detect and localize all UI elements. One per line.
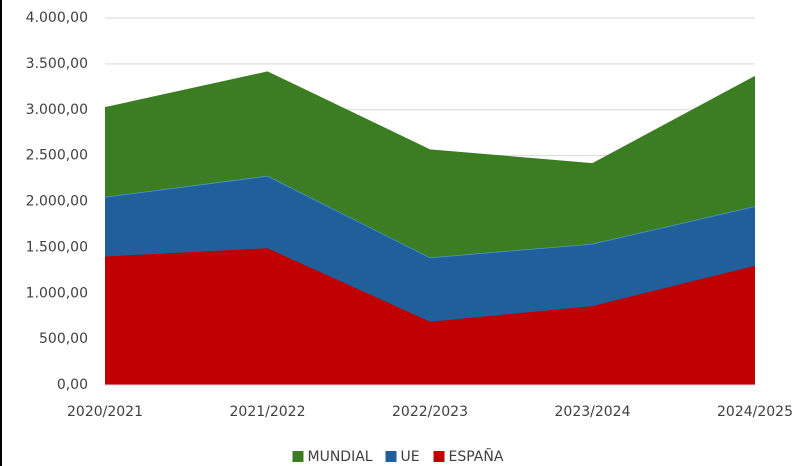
legend-label: UE (401, 449, 420, 465)
y-tick-label: 2.500,00 (26, 148, 88, 164)
y-tick-label: 4.000,00 (26, 10, 88, 26)
y-tick-label: 0,00 (57, 377, 88, 393)
y-tick-label: 1.500,00 (26, 239, 88, 255)
x-tick-label: 2022/2023 (392, 404, 468, 420)
y-tick-label: 500,00 (39, 331, 88, 347)
area-edge (104, 71, 756, 165)
area (105, 175, 755, 322)
y-tick-label: 1.000,00 (26, 285, 88, 301)
y-tick-label: 2.000,00 (26, 194, 88, 210)
area (105, 248, 755, 385)
area (105, 72, 755, 258)
legend-swatch (385, 451, 397, 462)
x-tick-label: 2024/2025 (717, 404, 793, 420)
legend-label: MUNDIAL (308, 449, 373, 465)
x-tick-label: 2021/2022 (230, 404, 306, 420)
legend-swatch (433, 451, 445, 462)
legend-label: ESPAÑA (449, 448, 504, 465)
x-tick-label: 2020/2021 (67, 404, 143, 420)
x-tick-label: 2023/2024 (555, 404, 631, 420)
y-tick-label: 3.000,00 (26, 102, 88, 118)
y-tick-label: 3.500,00 (26, 56, 88, 72)
legend-swatch (292, 451, 304, 462)
